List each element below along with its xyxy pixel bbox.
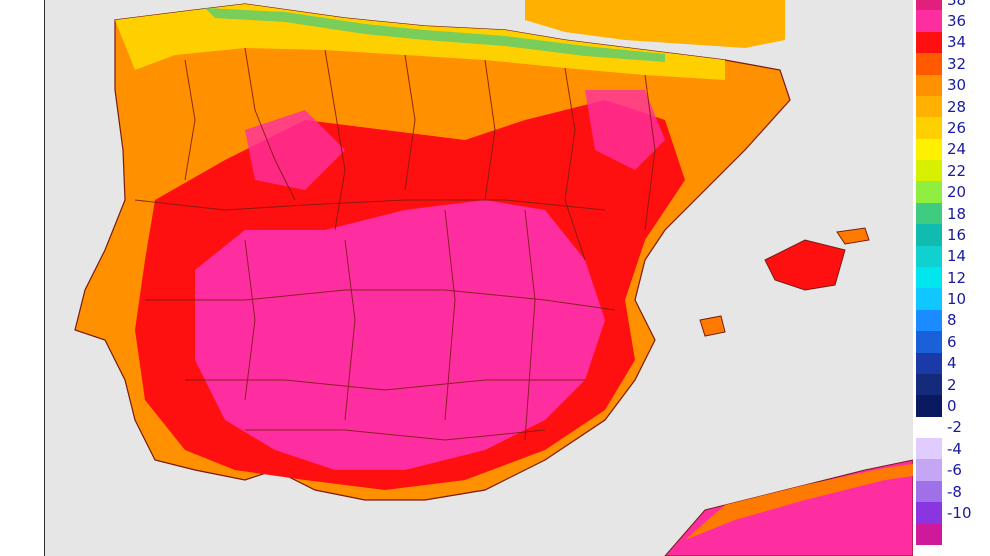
legend-tick-label: 6 bbox=[947, 332, 957, 351]
temperature-map bbox=[44, 0, 913, 556]
legend-tick-label: 34 bbox=[947, 33, 967, 52]
hot-interior bbox=[195, 200, 605, 470]
north-hot-patch bbox=[245, 110, 345, 190]
legend-tick-label: 4 bbox=[947, 354, 957, 373]
legend-swatch bbox=[916, 480, 942, 503]
legend-swatch bbox=[916, 438, 942, 460]
legend-swatch bbox=[916, 95, 942, 118]
legend-swatch bbox=[916, 10, 942, 32]
legend-tick-label: 28 bbox=[947, 97, 967, 116]
temperature-legend: 38363432302826242220181614121086420-2-4-… bbox=[914, 0, 990, 556]
legend-swatch bbox=[916, 331, 942, 353]
menorca-island bbox=[836, 227, 870, 245]
legend-tick-label: -2 bbox=[947, 418, 962, 437]
legend-swatch bbox=[916, 523, 942, 545]
legend-tick-label: 26 bbox=[947, 119, 967, 137]
legend-swatch bbox=[916, 416, 942, 439]
legend-tick-label: 2 bbox=[947, 375, 957, 394]
legend-tick-label: -4 bbox=[947, 439, 962, 458]
legend-swatch bbox=[916, 459, 942, 481]
legend-swatch bbox=[916, 138, 942, 161]
legend-swatch bbox=[916, 160, 942, 182]
legend-tick-label: -8 bbox=[947, 482, 962, 501]
legend-tick-label: 36 bbox=[947, 12, 967, 31]
legend-tick-label: 8 bbox=[947, 311, 957, 330]
legend-tick-label: 14 bbox=[947, 247, 967, 266]
legend-tick-label: -10 bbox=[947, 503, 972, 522]
legend-swatch bbox=[916, 352, 942, 374]
legend-swatch bbox=[916, 202, 942, 225]
legend-swatch bbox=[916, 373, 942, 396]
legend-swatch bbox=[916, 31, 942, 54]
legend-tick-label: 12 bbox=[947, 268, 967, 287]
legend-swatch bbox=[916, 395, 942, 417]
legend-tick-label: -6 bbox=[947, 461, 962, 480]
france-region bbox=[525, 0, 785, 48]
legend-tick-label: 32 bbox=[947, 54, 967, 73]
legend-swatch bbox=[916, 288, 942, 310]
legend-tick-label: 10 bbox=[947, 290, 967, 309]
legend-tick-label: 30 bbox=[947, 76, 967, 95]
legend-swatch bbox=[916, 309, 942, 332]
legend-tick-label: 24 bbox=[947, 140, 967, 159]
legend-swatch bbox=[916, 502, 942, 524]
legend-swatch bbox=[916, 181, 942, 203]
legend-swatch bbox=[916, 267, 942, 289]
iberia-map-svg bbox=[74, 0, 913, 556]
legend-swatch bbox=[916, 53, 942, 75]
ibiza-island bbox=[699, 315, 726, 337]
legend-tick-label: 16 bbox=[947, 225, 967, 244]
province-borders bbox=[134, 47, 656, 441]
pyrenees-band bbox=[205, 8, 665, 62]
legend-tick-label: 38 bbox=[947, 0, 966, 8]
mallorca-island bbox=[764, 239, 846, 291]
north-coast-band bbox=[115, 4, 725, 80]
legend-swatch bbox=[916, 0, 942, 11]
legend-swatch bbox=[916, 74, 942, 96]
ebro-hot-patch bbox=[585, 90, 665, 170]
africa-coast-band bbox=[685, 464, 913, 540]
legend-swatch bbox=[916, 245, 942, 267]
legend-tick-label: 0 bbox=[947, 397, 957, 415]
legend-tick-label: 22 bbox=[947, 161, 967, 180]
legend-tick-label: 18 bbox=[947, 204, 967, 223]
legend-tick-label: 20 bbox=[947, 183, 967, 202]
legend-swatch bbox=[916, 224, 942, 246]
legend-swatch bbox=[916, 117, 942, 139]
